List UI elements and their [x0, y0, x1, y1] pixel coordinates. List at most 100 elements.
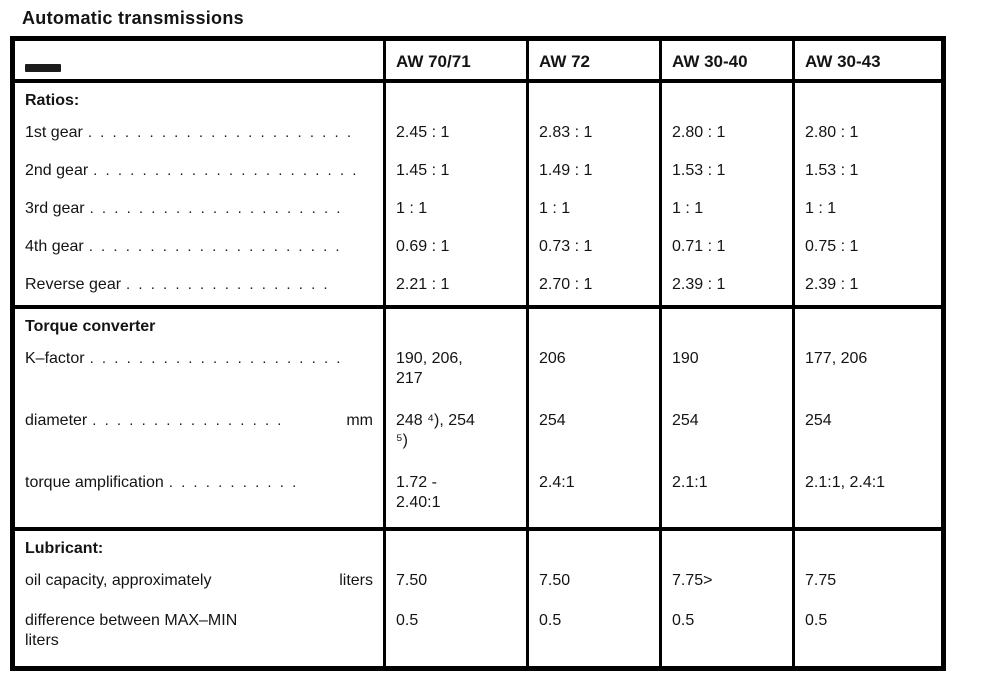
value-cell: 0.5	[792, 604, 944, 669]
value-cell: 0.75 : 1	[792, 230, 944, 269]
row-label-cell: torque amplification . . . . . . . . . .…	[13, 467, 385, 529]
row-label: diameter	[25, 411, 88, 429]
dot-leader: . . . . . . . . . . . . . . . . .	[126, 275, 330, 293]
value-cell: 1 : 1	[526, 192, 661, 231]
value-cell: 7.50	[383, 564, 528, 605]
value-cell: 1.45 : 1	[383, 154, 528, 193]
row-label: Reverse gear	[25, 275, 122, 293]
section-heading: Torque converter	[25, 317, 156, 335]
section-ratios: Ratios: 1st gear . . . . . . . . . . . .…	[12, 80, 944, 307]
value-cell: 2.1:1	[659, 466, 794, 529]
section-lubricant: Lubricant: oil capacity, approximately l…	[12, 528, 944, 669]
transmission-spec-table: AW 70/71 AW 72 AW 30-40 AW 30-43 Ratios:…	[10, 36, 946, 671]
row-label: 1st gear	[25, 123, 83, 141]
value-cell: 254	[526, 404, 661, 467]
value-cell: 2.80 : 1	[792, 116, 944, 155]
empty-cell	[659, 306, 794, 343]
empty-cell	[659, 80, 794, 117]
empty-cell	[526, 306, 661, 343]
row-label-cell: 1st gear . . . . . . . . . . . . . . . .…	[13, 117, 385, 155]
row-label-cell: 2nd gear . . . . . . . . . . . . . . . .…	[13, 155, 385, 193]
table-row-k-factor: K–factor . . . . . . . . . . . . . . . .…	[13, 342, 944, 405]
dot-leader: . . . . . . . . . . . . . . . . . . . . …	[89, 199, 343, 217]
value-cell: 254	[792, 404, 944, 467]
empty-cell	[526, 80, 661, 117]
value-cell: 1 : 1	[792, 192, 944, 231]
value-cell: 0.69 : 1	[383, 230, 528, 269]
value-cell: 7.50	[526, 564, 661, 605]
dot-leader: . . . . . . . . . . . . . . . . . . . . …	[88, 237, 342, 255]
value-cell: 1.53 : 1	[659, 154, 794, 193]
empty-cell	[792, 528, 944, 565]
table-row-max-min-difference: difference between MAX–MIN liters 0.5 0.…	[13, 604, 944, 669]
row-label: K–factor	[25, 349, 85, 367]
value-cell: 177, 206	[792, 342, 944, 405]
table-row-2nd-gear: 2nd gear . . . . . . . . . . . . . . . .…	[13, 154, 944, 193]
scanned-page: Automatic transmissions AW 70/71 AW 72 A…	[10, 8, 946, 671]
empty-cell	[792, 306, 944, 343]
table-row-reverse-gear: Reverse gear . . . . . . . . . . . . . .…	[13, 268, 944, 307]
value-cell: 7.75	[792, 564, 944, 605]
row-unit: liters	[339, 571, 373, 589]
value-cell: 0.5	[383, 604, 528, 669]
section-heading-row: Ratios:	[13, 80, 944, 117]
table-row-oil-capacity: oil capacity, approximately liters 7.50 …	[13, 564, 944, 605]
row-label-cell: 3rd gear . . . . . . . . . . . . . . . .…	[13, 193, 385, 231]
value-cell: 1.72 - 2.40:1	[383, 466, 528, 529]
value-cell: 2.39 : 1	[792, 268, 944, 307]
table-row-1st-gear: 1st gear . . . . . . . . . . . . . . . .…	[13, 116, 944, 155]
row-label-cell: K–factor . . . . . . . . . . . . . . . .…	[13, 343, 385, 405]
page-title: Automatic transmissions	[22, 8, 244, 28]
row-label-cell: oil capacity, approximately liters	[13, 565, 385, 605]
empty-cell	[659, 528, 794, 565]
row-label: difference between MAX–MIN liters	[25, 611, 238, 649]
value-cell: 2.21 : 1	[383, 268, 528, 307]
row-unit: mm	[346, 411, 373, 429]
header-empty-cell	[12, 38, 385, 83]
dot-leader: . . . . . . . . . . . . . . . . . . . . …	[87, 123, 354, 141]
value-cell: 1 : 1	[659, 192, 794, 231]
value-cell: 2.1:1, 2.4:1	[792, 466, 944, 529]
value-cell: 2.80 : 1	[659, 116, 794, 155]
row-label-cell: 4th gear . . . . . . . . . . . . . . . .…	[13, 231, 385, 269]
column-header-aw3043: AW 30-43	[792, 38, 944, 83]
dot-leader: . . . . . . . . . . . . . . . . . . . . …	[93, 161, 359, 179]
empty-cell	[383, 306, 528, 343]
value-cell: 2.70 : 1	[526, 268, 661, 307]
value-cell: 1.49 : 1	[526, 154, 661, 193]
dot-leader: . . . . . . . . . . . . . . . . . . . . …	[89, 349, 343, 367]
section-heading: Ratios:	[25, 91, 80, 109]
table-row-3rd-gear: 3rd gear . . . . . . . . . . . . . . . .…	[13, 192, 944, 231]
value-cell: 2.4:1	[526, 466, 661, 529]
dot-leader: . . . . . . . . . . .	[168, 473, 299, 491]
value-cell: 248 ⁴), 254 ⁵)	[383, 404, 528, 467]
section-heading-row: Lubricant:	[13, 528, 944, 565]
row-label: torque amplification	[25, 473, 164, 491]
value-cell: 0.5	[659, 604, 794, 669]
table-row-4th-gear: 4th gear . . . . . . . . . . . . . . . .…	[13, 230, 944, 269]
value-cell: 0.5	[526, 604, 661, 669]
section-heading: Lubricant:	[25, 539, 104, 557]
row-label: 3rd gear	[25, 199, 85, 217]
row-label-cell: Reverse gear . . . . . . . . . . . . . .…	[13, 269, 385, 307]
value-cell: 2.45 : 1	[383, 116, 528, 155]
value-cell: 0.71 : 1	[659, 230, 794, 269]
empty-cell	[383, 80, 528, 117]
section-torque-converter: Torque converter K–factor . . . . . . . …	[12, 306, 944, 529]
value-cell: 7.75>	[659, 564, 794, 605]
value-cell: 254	[659, 404, 794, 467]
column-header-aw7071: AW 70/71	[383, 38, 528, 83]
row-label-cell: diameter . . . . . . . . . . . . . . . .…	[13, 405, 385, 467]
value-cell: 1 : 1	[383, 192, 528, 231]
value-cell: 0.73 : 1	[526, 230, 661, 269]
row-label: 4th gear	[25, 237, 84, 255]
row-label-cell: difference between MAX–MIN liters	[13, 605, 385, 669]
column-header-aw3040: AW 30-40	[659, 38, 794, 83]
dot-leader: . . . . . . . . . . . . . . . .	[92, 411, 284, 429]
value-cell: 2.39 : 1	[659, 268, 794, 307]
value-cell: 2.83 : 1	[526, 116, 661, 155]
value-cell: 1.53 : 1	[792, 154, 944, 193]
column-header-aw72: AW 72	[526, 38, 661, 83]
value-cell: 206	[526, 342, 661, 405]
empty-cell	[383, 528, 528, 565]
